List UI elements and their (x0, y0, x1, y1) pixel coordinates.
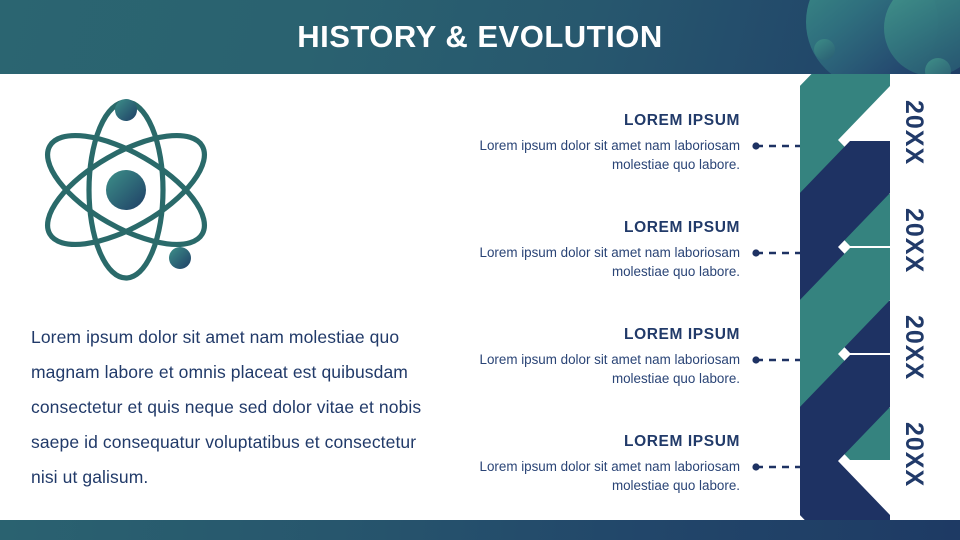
atom-nucleus (106, 170, 146, 210)
timeline-entry-description: Lorem ipsum dolor sit amet nam laboriosa… (479, 245, 740, 279)
timeline-entry-description: Lorem ipsum dolor sit amet nam laboriosa… (479, 352, 740, 386)
timeline-entry-title: LOREM IPSUM (624, 326, 740, 343)
atom-orbit-right (44, 132, 208, 248)
timeline-year-label: 20XX (900, 208, 928, 274)
timeline-entry: LOREM IPSUM Lorem ipsum dolor sit amet n… (430, 112, 740, 174)
header-decor-circle-small (814, 39, 835, 60)
atom-electron-bottom-right (169, 247, 191, 269)
timeline-entry-title: LOREM IPSUM (624, 219, 740, 236)
slide-footer-bar (0, 520, 960, 540)
timeline-entry: LOREM IPSUM Lorem ipsum dolor sit amet n… (430, 326, 740, 388)
timeline-year-label: 20XX (900, 422, 928, 488)
intro-paragraph: Lorem ipsum dolor sit amet nam molestiae… (31, 327, 422, 487)
timeline-entry: LOREM IPSUM Lorem ipsum dolor sit amet n… (430, 433, 740, 495)
timeline-chevron-ribbon (800, 74, 890, 520)
chevron-band-4 (800, 355, 890, 520)
page-title: HISTORY & EVOLUTION (297, 19, 663, 54)
timeline-year-label: 20XX (900, 100, 928, 166)
atom-icon (44, 99, 208, 281)
timeline-year-label: 20XX (900, 315, 928, 381)
timeline-entry-title: LOREM IPSUM (624, 433, 740, 450)
timeline-entry: LOREM IPSUM Lorem ipsum dolor sit amet n… (430, 219, 740, 281)
timeline-entry-title: LOREM IPSUM (624, 112, 740, 129)
timeline-entry-description: Lorem ipsum dolor sit amet nam laboriosa… (479, 138, 740, 172)
timeline-entry-description: Lorem ipsum dolor sit amet nam laboriosa… (479, 459, 740, 493)
atom-orbit-left (44, 132, 208, 248)
header-decor-circle-dot (925, 58, 951, 74)
atom-electron-top (115, 99, 137, 121)
slide-header (0, 0, 960, 74)
